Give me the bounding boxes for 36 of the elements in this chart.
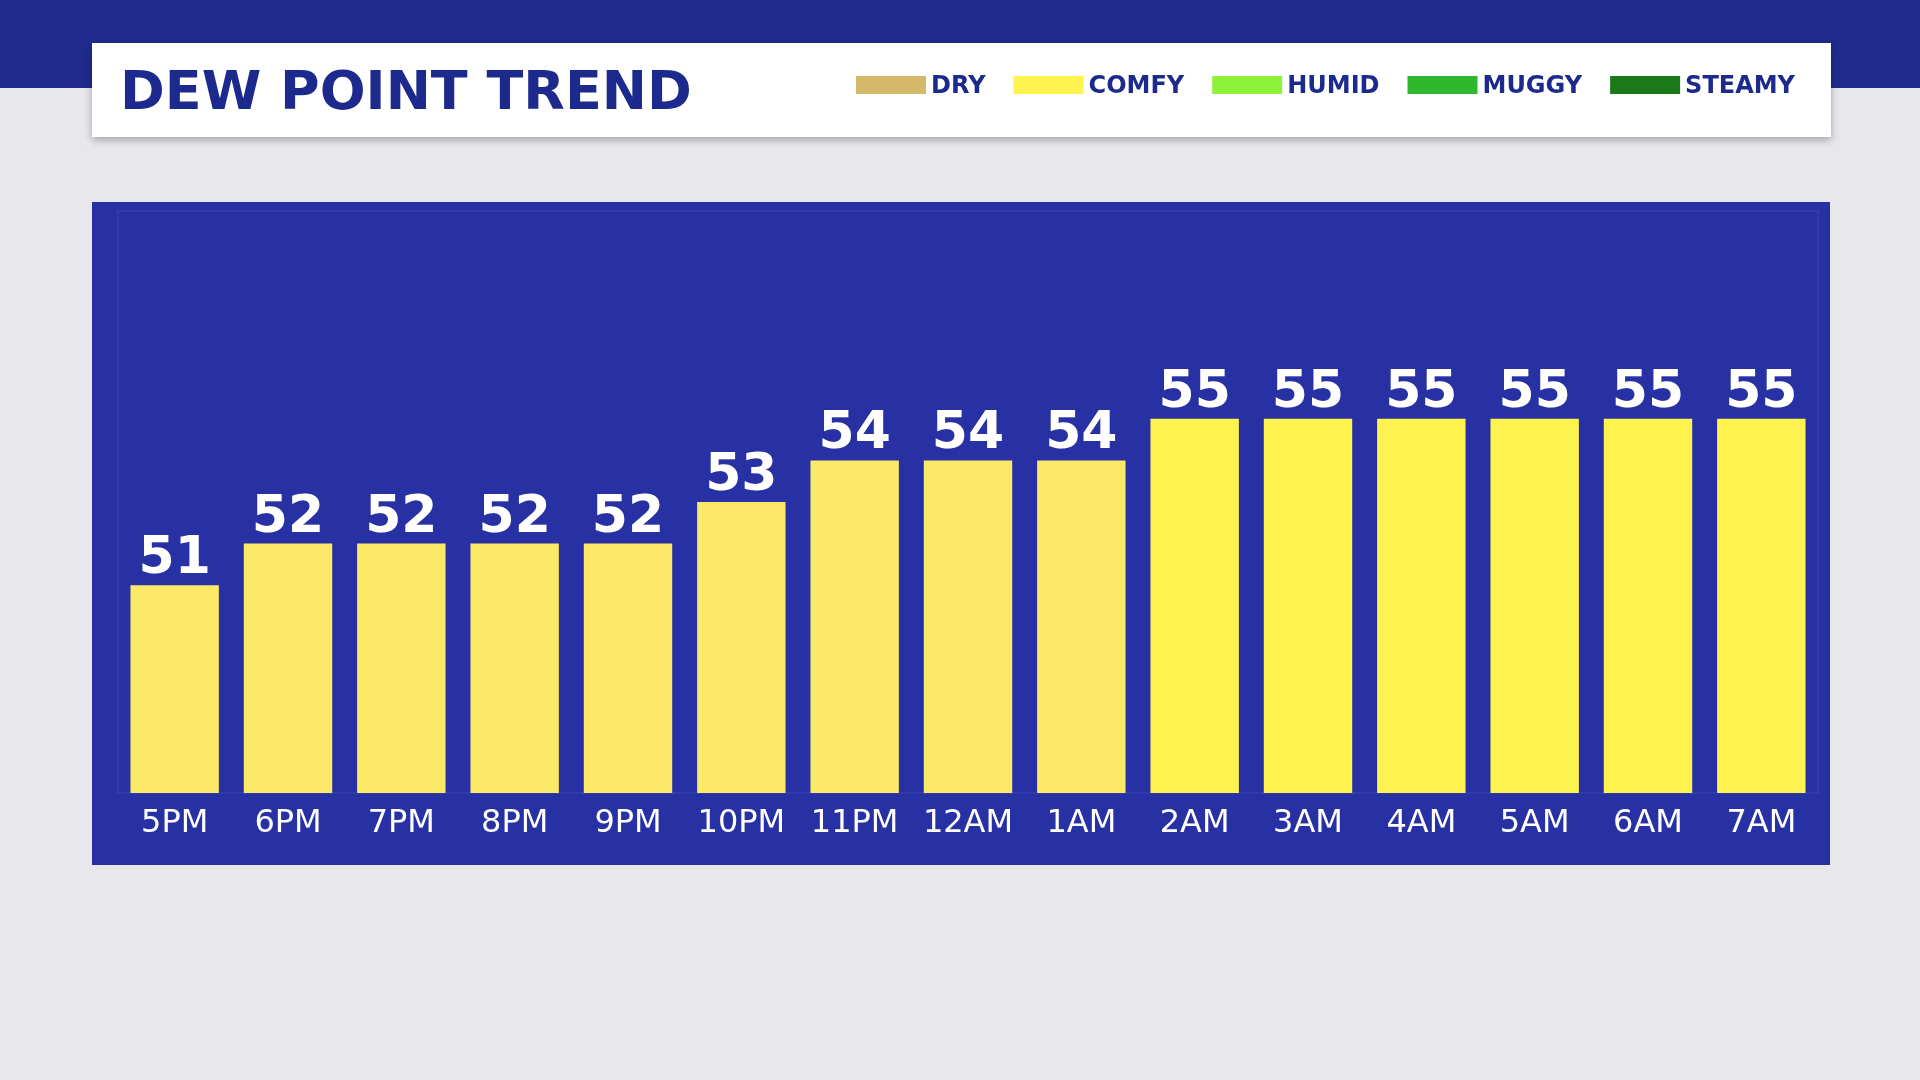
x-tick-label: 7AM	[1726, 802, 1797, 840]
data-label: 55	[1271, 358, 1345, 419]
x-tick-label: 8PM	[481, 802, 549, 840]
data-label: 55	[1158, 358, 1231, 419]
x-tick-label: 6AM	[1613, 802, 1683, 840]
data-label: 52	[251, 483, 325, 544]
data-label: 55	[1725, 358, 1798, 419]
data-label: 55	[1498, 358, 1571, 419]
legend-label: MUGGY	[1482, 71, 1583, 99]
data-label: 55	[1385, 358, 1458, 419]
data-label: 54	[1045, 400, 1118, 461]
chart-title: DEW POINT TREND	[120, 58, 692, 122]
data-label: 52	[365, 483, 438, 544]
x-tick-label: 11PM	[810, 802, 899, 840]
legend-label: HUMID	[1287, 71, 1380, 99]
data-label: 54	[931, 400, 1005, 461]
data-label: 51	[138, 525, 211, 586]
legend-label: COMFY	[1088, 71, 1185, 99]
legend-label: DRY	[931, 71, 987, 99]
x-tick-label: 10PM	[697, 802, 786, 840]
x-tick-label: 12AM	[922, 802, 1014, 840]
x-tick-label: 5PM	[141, 802, 209, 840]
x-tick-label: 4AM	[1386, 802, 1457, 840]
x-tick-label: 5AM	[1499, 802, 1570, 840]
x-tick-label: 3AM	[1273, 802, 1343, 840]
data-label: 54	[818, 400, 891, 461]
x-tick-label: 6PM	[254, 802, 322, 840]
x-tick-label: 1AM	[1046, 802, 1117, 840]
x-tick-label: 7PM	[367, 802, 435, 840]
data-label: 52	[591, 483, 665, 544]
data-label: 53	[705, 442, 778, 502]
x-tick-label: 9PM	[594, 802, 662, 840]
legend-label: STEAMY	[1685, 71, 1796, 99]
data-label: 55	[1611, 358, 1685, 419]
data-label: 52	[478, 483, 551, 544]
x-tick-label: 2AM	[1159, 802, 1230, 840]
